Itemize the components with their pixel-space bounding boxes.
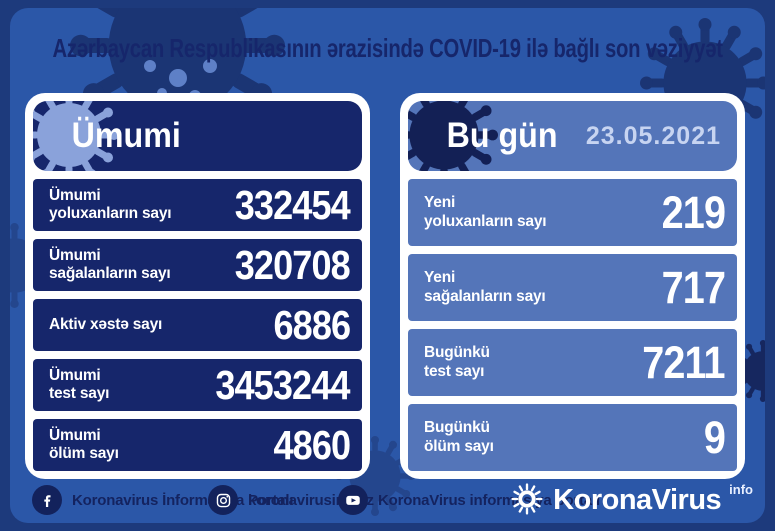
stat-value: 6886 [273, 301, 351, 348]
youtube-icon [338, 485, 368, 515]
panel-today: Bu gün 23.05.2021 Yeni yoluxanların sayı… [400, 93, 745, 479]
banner: Azərbaycan Respublikasının ərazisində CO… [10, 8, 765, 88]
stat-value: 3453244 [215, 361, 351, 408]
stat-value: 9 [703, 412, 726, 463]
stat-value: 4860 [273, 421, 351, 468]
facebook-icon [32, 485, 62, 515]
stat-value: 7211 [642, 337, 726, 388]
instagram-icon [208, 485, 238, 515]
panel-today-header: Bu gün 23.05.2021 [408, 101, 737, 171]
panel-total-header: Ümumi [33, 101, 362, 171]
stat-row-total-recovered: Ümumi sağalanların sayı 320708 [33, 239, 362, 291]
stat-label: Ümumi sağalanların sayı [49, 246, 171, 282]
stat-value: 332454 [234, 181, 351, 228]
stat-row-today-tests: Bugünkü test sayı 7211 [408, 329, 737, 396]
panel-total: Ümumi Ümumi yoluxanların sayı 332454 Ümu… [25, 93, 370, 479]
stat-row-total-infected: Ümumi yoluxanların sayı 332454 [33, 179, 362, 231]
report-date: 23.05.2021 [585, 121, 721, 150]
stat-label: Bugünkü test sayı [424, 344, 490, 380]
stat-label: Ümumi yoluxanların sayı [49, 186, 172, 222]
stat-row-total-tests: Ümumi test sayı 3453244 [33, 359, 362, 411]
panel-total-title: Ümumi [71, 116, 181, 155]
koronavirus-info-logo: KoronaVirus info [509, 481, 753, 521]
facebook-link[interactable]: Koronavirus İnformasiya Portalı [32, 484, 294, 516]
footer: Koronavirus İnformasiya Portalı koronavi… [10, 481, 765, 523]
stat-label: Aktiv xəstə sayı [49, 315, 163, 333]
stat-value: 320708 [234, 241, 351, 288]
stat-label: Yeni sağalanların sayı [424, 269, 546, 305]
stat-row-active-cases: Aktiv xəstə sayı 6886 [33, 299, 362, 351]
stat-value: 219 [661, 187, 726, 238]
infographic-canvas: Azərbaycan Respublikasının ərazisində CO… [10, 8, 765, 523]
logo-text: KoronaVirus [553, 484, 722, 516]
banner-title: Azərbaycan Respublikasının ərazisində CO… [52, 32, 723, 63]
koronavirus-logo-icon [511, 483, 543, 515]
stat-label: Yeni yoluxanların sayı [424, 194, 547, 230]
stat-row-today-deaths: Bugünkü ölüm sayı 9 [408, 404, 737, 471]
panel-today-title: Bu gün [446, 116, 558, 155]
facebook-label: Koronavirus İnformasiya Portalı [72, 491, 294, 509]
stat-value: 717 [661, 262, 726, 313]
stat-label: Ümumi test sayı [49, 366, 110, 402]
stat-row-new-recovered: Yeni sağalanların sayı 717 [408, 254, 737, 321]
stat-row-new-infected: Yeni yoluxanların sayı 219 [408, 179, 737, 246]
logo-superscript: info [729, 482, 753, 497]
youtube-label: KoronaVirus informasiya portalı [378, 491, 600, 509]
stat-label: Bugünkü ölüm sayı [424, 419, 494, 455]
stat-label: Ümumi ölüm sayı [49, 426, 119, 462]
stat-row-total-deaths: Ümumi ölüm sayı 4860 [33, 419, 362, 471]
